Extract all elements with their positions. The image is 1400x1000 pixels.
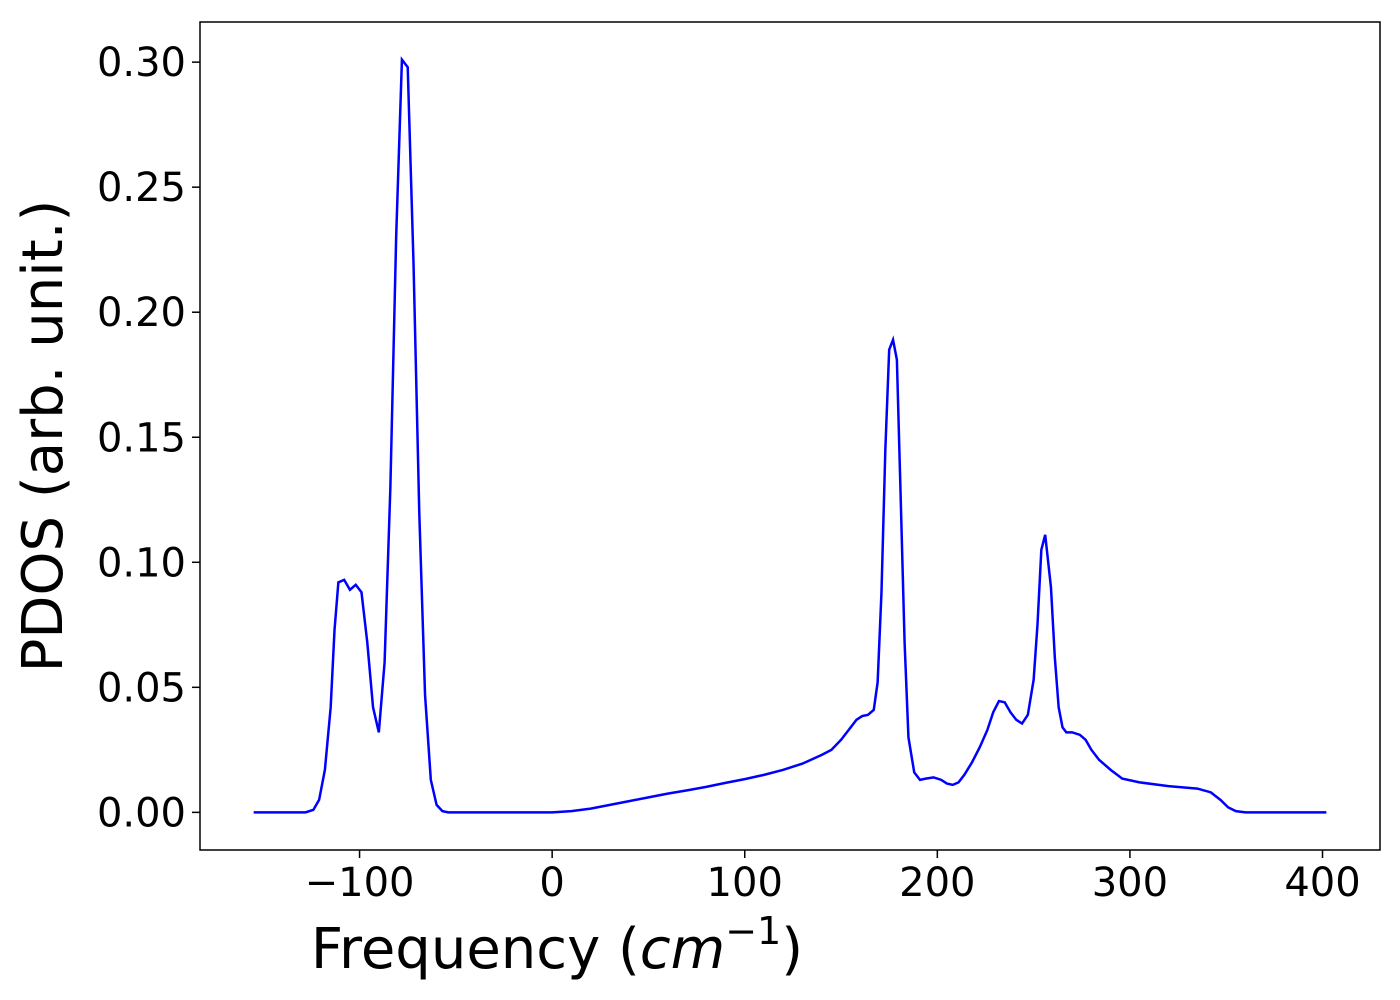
y-tick-label: 0.25 [97, 165, 186, 211]
y-tick-label: 0.05 [97, 665, 186, 711]
x-tick-label: −100 [305, 860, 415, 906]
x-label-part: Frequency ( [311, 917, 640, 982]
y-tick-label: 0.30 [97, 40, 186, 86]
y-tick-label: 0.10 [97, 540, 186, 586]
x-tick-label: 400 [1284, 860, 1360, 906]
x-label-part: ) [781, 917, 803, 982]
y-tick-label: 0.20 [97, 290, 186, 336]
x-label-part: cm [640, 917, 725, 982]
plot-frame [199, 21, 1381, 851]
x-tick-label: 100 [707, 860, 783, 906]
y-tick-label: 0.15 [97, 415, 186, 461]
x-label-part: −1 [725, 909, 781, 953]
y-axis-label: PDOS (arb. unit.) [11, 200, 76, 673]
y-tick-label: 0.00 [97, 790, 186, 836]
x-axis-label: Frequency (cm−1) [311, 909, 803, 982]
data-line [253, 56, 1327, 814]
x-tick-label: 300 [1092, 860, 1168, 906]
x-tick-label: 200 [899, 860, 975, 906]
x-tick-label: 0 [539, 860, 564, 906]
